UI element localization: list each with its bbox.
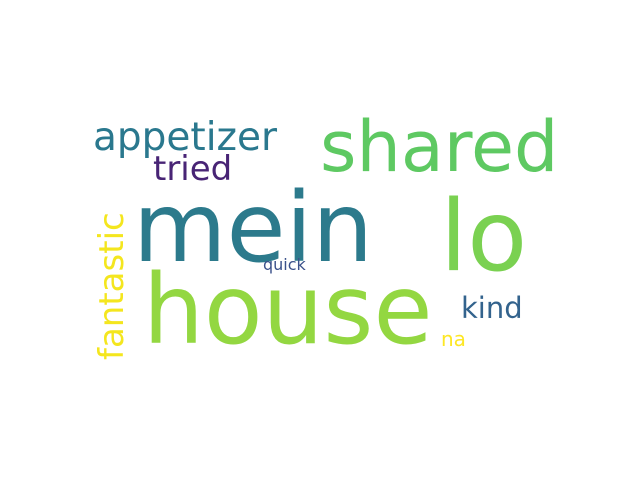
word-mein: mein bbox=[133, 172, 374, 284]
word-house: house bbox=[143, 254, 433, 366]
word-fantastic: fantastic bbox=[92, 212, 132, 360]
word-tried: tried bbox=[153, 149, 233, 189]
word-na: na bbox=[441, 327, 466, 351]
word-appetizer: appetizer bbox=[93, 115, 278, 160]
word-shared: shared bbox=[320, 106, 559, 188]
word-quick: quick bbox=[263, 255, 306, 274]
word-kind: kind bbox=[461, 291, 523, 325]
word-lo: lo bbox=[440, 180, 528, 294]
